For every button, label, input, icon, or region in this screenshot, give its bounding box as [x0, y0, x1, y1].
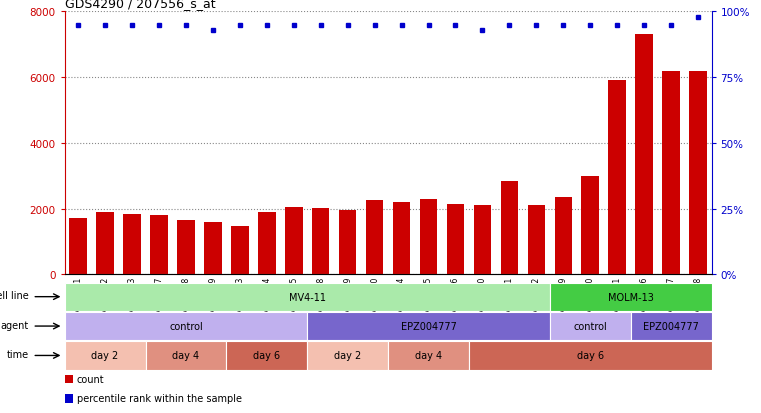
Bar	[145, 342, 227, 370]
Bar	[204, 223, 221, 275]
Bar	[312, 208, 330, 275]
Bar	[388, 342, 469, 370]
Bar	[635, 36, 653, 275]
Bar	[366, 201, 384, 275]
Bar	[65, 312, 307, 340]
Bar	[69, 219, 87, 275]
Bar	[527, 206, 545, 275]
Bar	[97, 212, 114, 275]
Bar	[65, 283, 550, 311]
Bar	[150, 216, 167, 275]
Bar	[339, 211, 356, 275]
Text: control: control	[573, 321, 607, 331]
Text: day 2: day 2	[334, 351, 361, 361]
Text: cell line: cell line	[0, 291, 29, 301]
Text: GDS4290 / 207556_s_at: GDS4290 / 207556_s_at	[65, 0, 215, 10]
Text: MOLM-13: MOLM-13	[608, 292, 654, 302]
Bar	[501, 181, 518, 275]
Bar	[631, 312, 712, 340]
Bar	[307, 312, 550, 340]
Text: percentile rank within the sample: percentile rank within the sample	[77, 393, 242, 403]
Bar	[177, 221, 195, 275]
Text: day 6: day 6	[577, 351, 603, 361]
Bar	[65, 375, 73, 383]
Text: EPZ004777: EPZ004777	[643, 321, 699, 331]
Bar	[285, 207, 303, 275]
Bar	[447, 204, 464, 275]
Bar	[65, 394, 73, 403]
Text: day 4: day 4	[173, 351, 199, 361]
Bar	[420, 199, 438, 275]
Bar	[550, 312, 631, 340]
Text: count: count	[77, 374, 104, 384]
Text: day 4: day 4	[415, 351, 442, 361]
Text: control: control	[169, 321, 203, 331]
Bar	[231, 226, 249, 275]
Bar	[609, 81, 626, 275]
Bar	[307, 342, 388, 370]
Text: EPZ004777: EPZ004777	[400, 321, 457, 331]
Bar	[469, 342, 712, 370]
Text: time: time	[7, 349, 29, 359]
Text: day 6: day 6	[253, 351, 280, 361]
Text: day 2: day 2	[91, 351, 119, 361]
Bar	[258, 212, 275, 275]
Text: MV4-11: MV4-11	[288, 292, 326, 302]
Bar	[65, 342, 145, 370]
Text: agent: agent	[1, 320, 29, 330]
Bar	[550, 283, 712, 311]
Bar	[393, 202, 410, 275]
Bar	[581, 176, 599, 275]
Bar	[473, 206, 491, 275]
Bar	[555, 197, 572, 275]
Bar	[123, 214, 141, 275]
Bar	[689, 71, 707, 275]
Bar	[662, 71, 680, 275]
Bar	[227, 342, 307, 370]
